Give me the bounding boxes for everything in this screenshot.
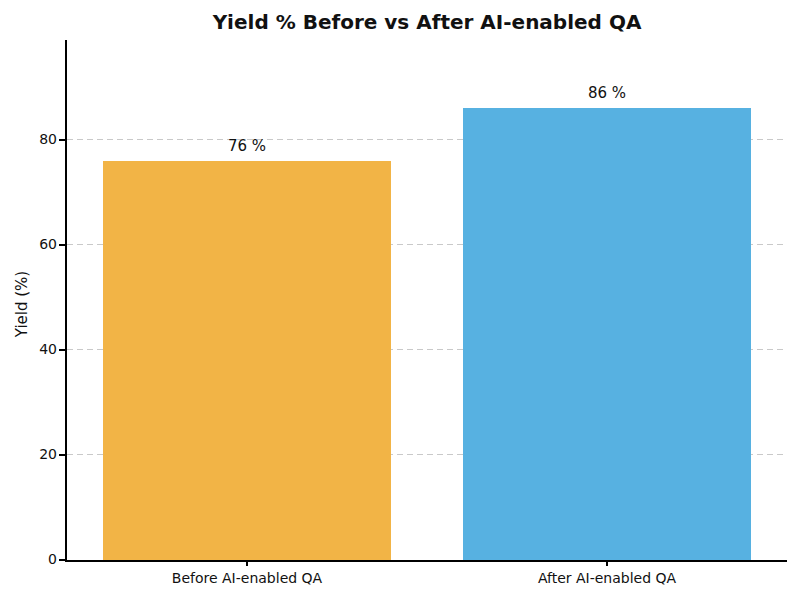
x-axis-tick-0 xyxy=(246,560,248,566)
x-axis-spine xyxy=(65,560,787,562)
chart-title: Yield % Before vs After AI-enabled QA xyxy=(67,10,787,34)
bar-before xyxy=(103,161,391,560)
y-axis-tick-0 xyxy=(59,559,65,561)
x-tick-label-1: After AI-enabled QA xyxy=(457,570,757,586)
x-tick-label-0: Before AI-enabled QA xyxy=(97,570,397,586)
y-tick-label-0: 0 xyxy=(17,551,57,567)
y-tick-label-20: 20 xyxy=(17,446,57,462)
y-axis-tick-20 xyxy=(59,454,65,456)
bar-value-label-before: 76 % xyxy=(103,137,391,155)
y-axis-tick-60 xyxy=(59,244,65,246)
y-tick-label-80: 80 xyxy=(17,131,57,147)
y-axis-tick-40 xyxy=(59,349,65,351)
x-axis-tick-1 xyxy=(606,560,608,566)
plot-area: 02040608076 %Before AI-enabled QA86 %Aft… xyxy=(67,40,787,560)
y-axis-spine xyxy=(65,40,67,562)
y-tick-label-40: 40 xyxy=(17,341,57,357)
bar-after xyxy=(463,108,751,560)
bar-chart-figure: Yield % Before vs After AI-enabled QA Yi… xyxy=(0,0,800,600)
y-tick-label-60: 60 xyxy=(17,236,57,252)
bar-value-label-after: 86 % xyxy=(463,84,751,102)
y-axis-tick-80 xyxy=(59,139,65,141)
